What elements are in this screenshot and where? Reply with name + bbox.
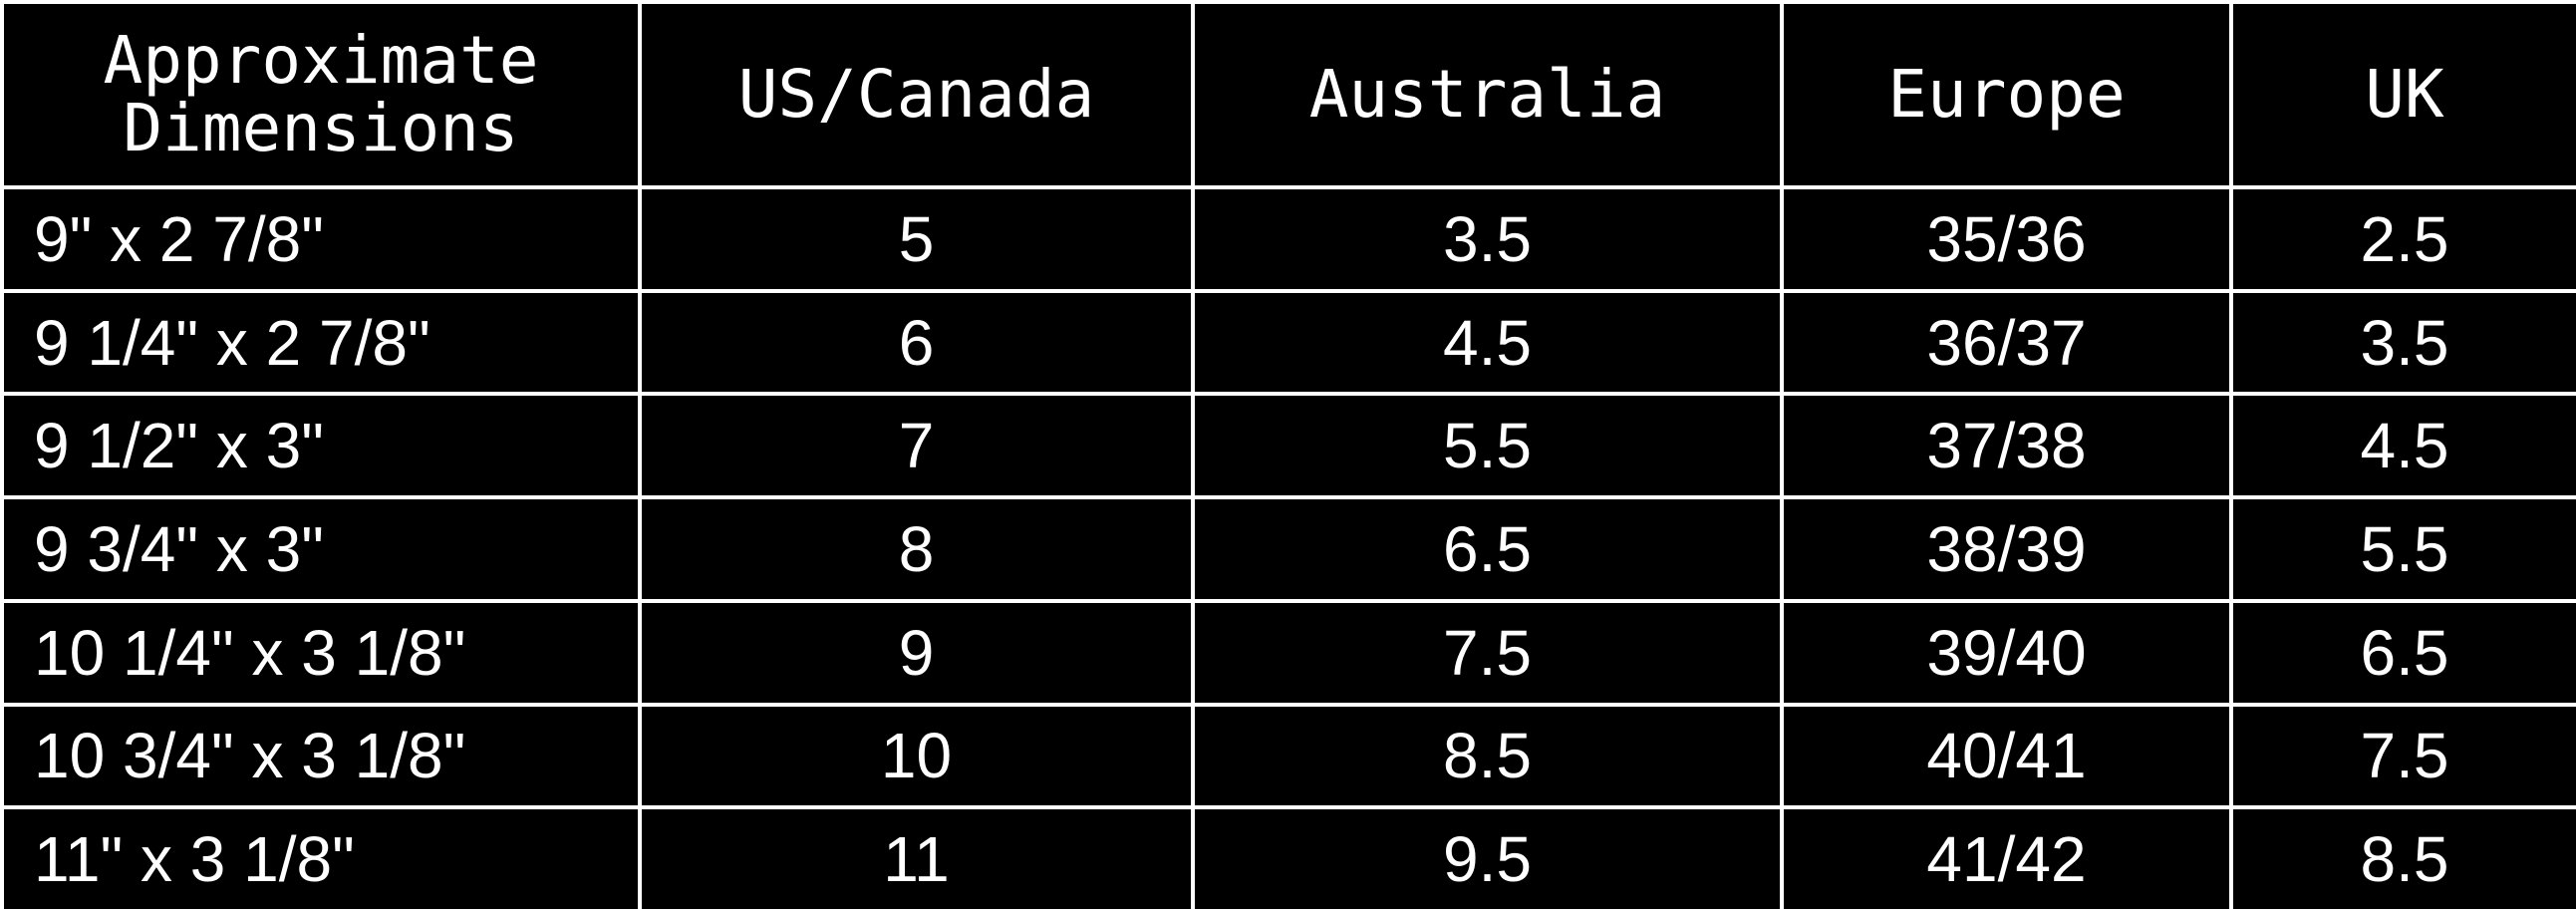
australia-cell: 7.5 <box>1191 598 1784 707</box>
uk-cell: 2.5 <box>2229 185 2576 293</box>
dimensions-cell: 10 3/4" x 3 1/8" <box>0 702 642 810</box>
europe-cell: 37/38 <box>1780 392 2233 500</box>
us-canada-cell: 11 <box>638 805 1195 913</box>
uk-cell: 8.5 <box>2229 805 2576 913</box>
table-row: 9 1/4" x 2 7/8" 6 4.5 36/37 3.5 <box>0 288 2576 397</box>
europe-cell: 39/40 <box>1780 598 2233 707</box>
australia-cell: 6.5 <box>1191 495 1784 603</box>
europe-cell: 38/39 <box>1780 495 2233 603</box>
header-us-canada: US/Canada <box>638 0 1195 189</box>
uk-cell: 3.5 <box>2229 288 2576 397</box>
table-row: 11" x 3 1/8" 11 9.5 41/42 8.5 <box>0 805 2576 913</box>
us-canada-cell: 8 <box>638 495 1195 603</box>
us-canada-cell: 7 <box>638 392 1195 500</box>
us-canada-cell: 9 <box>638 598 1195 707</box>
table-row: 9" x 2 7/8" 5 3.5 35/36 2.5 <box>0 185 2576 293</box>
header-uk: UK <box>2229 0 2576 189</box>
dimensions-cell: 9" x 2 7/8" <box>0 185 642 293</box>
dimensions-cell: 11" x 3 1/8" <box>0 805 642 913</box>
dimensions-cell: 9 3/4" x 3" <box>0 495 642 603</box>
header-dimensions-line-1: Approximate <box>103 22 539 99</box>
australia-cell: 3.5 <box>1191 185 1784 293</box>
table-row: 10 3/4" x 3 1/8" 10 8.5 40/41 7.5 <box>0 702 2576 810</box>
uk-cell: 4.5 <box>2229 392 2576 500</box>
europe-cell: 36/37 <box>1780 288 2233 397</box>
dimensions-cell: 10 1/4" x 3 1/8" <box>0 598 642 707</box>
header-dimensions: Approximate Dimensions <box>0 0 642 189</box>
uk-cell: 5.5 <box>2229 495 2576 603</box>
australia-cell: 9.5 <box>1191 805 1784 913</box>
table-row: 9 3/4" x 3" 8 6.5 38/39 5.5 <box>0 495 2576 603</box>
header-europe: Europe <box>1780 0 2233 189</box>
us-canada-cell: 10 <box>638 702 1195 810</box>
europe-cell: 40/41 <box>1780 702 2233 810</box>
table-row: 10 1/4" x 3 1/8" 9 7.5 39/40 6.5 <box>0 598 2576 707</box>
us-canada-cell: 5 <box>638 185 1195 293</box>
header-dimensions-line-2: Dimensions <box>123 90 519 166</box>
header-row: Approximate Dimensions US/Canada Austral… <box>0 0 2576 189</box>
header-australia: Australia <box>1191 0 1784 189</box>
table-row: 9 1/2" x 3" 7 5.5 37/38 4.5 <box>0 392 2576 500</box>
australia-cell: 8.5 <box>1191 702 1784 810</box>
uk-cell: 6.5 <box>2229 598 2576 707</box>
australia-cell: 5.5 <box>1191 392 1784 500</box>
europe-cell: 41/42 <box>1780 805 2233 913</box>
dimensions-cell: 9 1/4" x 2 7/8" <box>0 288 642 397</box>
us-canada-cell: 6 <box>638 288 1195 397</box>
dimensions-cell: 9 1/2" x 3" <box>0 392 642 500</box>
australia-cell: 4.5 <box>1191 288 1784 397</box>
europe-cell: 35/36 <box>1780 185 2233 293</box>
uk-cell: 7.5 <box>2229 702 2576 810</box>
